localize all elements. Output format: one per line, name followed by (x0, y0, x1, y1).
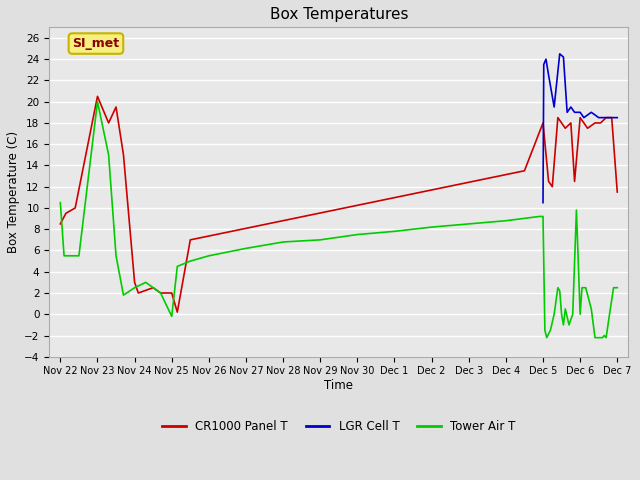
X-axis label: Time: Time (324, 379, 353, 392)
Legend: CR1000 Panel T, LGR Cell T, Tower Air T: CR1000 Panel T, LGR Cell T, Tower Air T (157, 415, 520, 438)
Text: SI_met: SI_met (72, 37, 120, 50)
Y-axis label: Box Temperature (C): Box Temperature (C) (7, 131, 20, 253)
Title: Box Temperatures: Box Temperatures (269, 7, 408, 22)
